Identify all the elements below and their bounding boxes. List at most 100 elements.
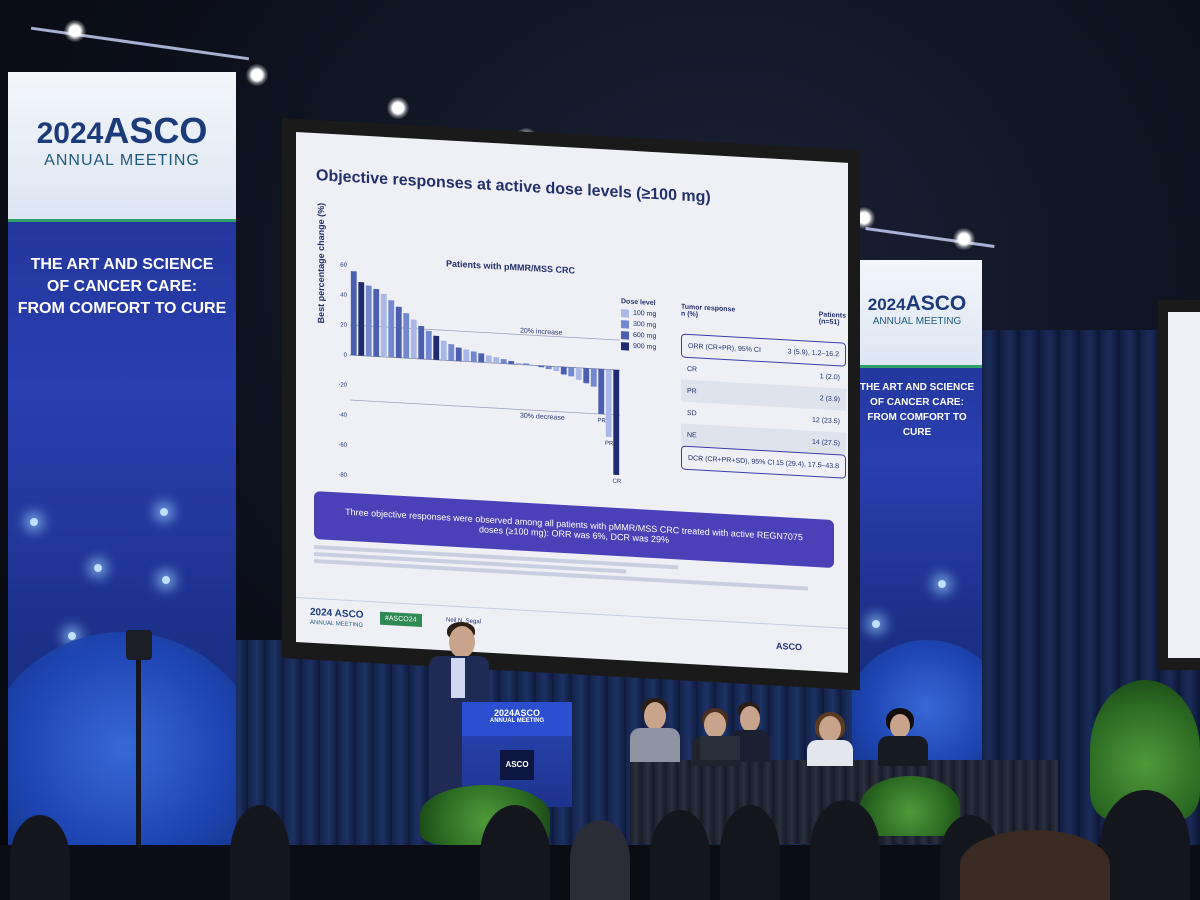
waterfall-bar: [478, 353, 485, 363]
audience-member: [810, 800, 880, 900]
y-tick-label: -40: [338, 412, 347, 419]
legend-label: 900 mg: [633, 342, 657, 352]
y-tick-label: 40: [340, 292, 347, 298]
waterfall-bar: [448, 344, 455, 361]
network-node: [872, 620, 880, 628]
banner-subtitle: ANNUAL MEETING: [872, 316, 962, 327]
waterfall-bar: [463, 349, 470, 362]
legend-swatch: [621, 330, 629, 340]
reference-label-20: 20% increase: [520, 328, 562, 337]
podium-banner: 2024ASCO ANNUAL MEETING: [462, 702, 572, 736]
presentation-slide: Objective responses at active dose level…: [296, 132, 848, 673]
camera-tripod: [118, 630, 158, 850]
banner-tagline: THE ART AND SCIENCE OF CANCER CARE: FROM…: [852, 380, 982, 440]
left-banner: 2024ASCO ANNUAL MEETING THE ART AND SCIE…: [8, 72, 236, 862]
waterfall-bar: [433, 335, 440, 361]
tagline-line-3: FROM COMFORT TO CURE: [17, 300, 227, 317]
waterfall-bar: [515, 362, 522, 365]
waterfall-bar: [530, 365, 537, 367]
waterfall-bar: [440, 340, 447, 361]
audience-member: [570, 820, 630, 900]
row-label: NE: [687, 431, 697, 439]
waterfall-bar: [538, 365, 545, 368]
audience-member: [1100, 790, 1190, 900]
waterfall-bar: [500, 358, 507, 364]
banner-logo: 2024ASCO ANNUAL MEETING: [8, 72, 236, 222]
row-label: ORR (CR+PR), 95% CI: [688, 342, 761, 354]
waterfall-bar: [388, 300, 395, 358]
waterfall-bar: [350, 271, 357, 356]
podium-subtitle: ANNUAL MEETING: [489, 718, 545, 724]
podium-brand: 2024ASCO: [493, 708, 541, 718]
legend-label: 100 mg: [633, 309, 657, 319]
banner-logo: 2024ASCO ANNUAL MEETING: [852, 260, 982, 368]
waterfall-bar: [583, 368, 590, 384]
reference-line-20: [350, 324, 620, 341]
waterfall-bar: [418, 325, 425, 360]
y-tick-label: -60: [338, 442, 347, 449]
network-node: [938, 580, 946, 588]
audience-member: [960, 830, 1110, 900]
waterfall-bar: [575, 367, 582, 380]
row-value: 2 (3.9): [819, 394, 840, 403]
right-banner: 2024ASCO ANNUAL MEETING THE ART AND SCIE…: [852, 260, 982, 760]
legend-swatch: [621, 308, 629, 318]
legend-swatch: [621, 319, 629, 329]
legend-label: 300 mg: [633, 320, 657, 330]
waterfall-bar: [373, 288, 380, 357]
legend-label: 600 mg: [633, 331, 657, 341]
stage-light: [246, 64, 268, 86]
laptop: [700, 736, 740, 760]
network-node: [68, 632, 76, 640]
tagline-line-3: FROM COMFORT TO CURE: [867, 412, 967, 438]
footer-brand: ASCO: [334, 608, 364, 621]
chart-y-axis-label: Best percentage change (%): [316, 202, 326, 324]
slide-title: Objective responses at active dose level…: [316, 167, 711, 207]
waterfall-chart: 60 40 20 0 -20 -40 -60 -80 20% increase 30% dec…: [338, 262, 622, 486]
waterfall-bar: [508, 360, 515, 365]
waterfall-bar: [523, 363, 530, 366]
footer-year: 2024: [310, 606, 333, 620]
bar-label-cr: CR: [613, 479, 622, 486]
waterfall-bar: [380, 293, 387, 358]
waterfall-bar: [358, 281, 365, 356]
banner-tagline: THE ART AND SCIENCE OF CANCER CARE: FROM…: [8, 254, 236, 320]
row-label: CR: [687, 365, 698, 373]
waterfall-bar: [455, 347, 462, 362]
y-tick-label: 20: [340, 322, 347, 328]
side-screen: [1158, 300, 1200, 670]
row-value: 1 (2.0): [819, 372, 840, 381]
stage-light: [387, 97, 409, 119]
reference-label-30: 30% decrease: [520, 413, 565, 423]
reference-line-30: [350, 399, 620, 416]
waterfall-bar: [568, 367, 575, 377]
light-truss-right: [865, 226, 995, 249]
dose-legend: Dose level 100 mg 300 mg 600 mg 900 mg: [621, 298, 656, 353]
audience-member: [10, 815, 70, 900]
audience-member: [230, 805, 290, 900]
waterfall-bar: [605, 369, 612, 438]
bar-label-pr: PR: [598, 418, 607, 424]
row-value: 15 (29.4), 17.5–43.8: [775, 459, 839, 470]
banner-brand: ASCO: [103, 110, 208, 151]
tagline-line-2: OF CANCER CARE:: [46, 278, 198, 295]
tagline-line-1: THE ART AND SCIENCE: [30, 256, 214, 273]
row-value: 14 (27.5): [811, 438, 840, 447]
zero-line: [350, 354, 620, 371]
network-node: [30, 518, 38, 526]
y-tick-label: 60: [340, 262, 347, 268]
banner-year: 2024: [36, 117, 104, 150]
network-node: [94, 564, 102, 572]
stage-light: [64, 20, 86, 42]
waterfall-bar: [403, 313, 410, 359]
banner-subtitle: ANNUAL MEETING: [44, 152, 200, 169]
waterfall-bar: [598, 368, 605, 415]
y-tick-label: -20: [338, 382, 347, 389]
legend-swatch: [621, 341, 629, 351]
waterfall-bar: [553, 366, 560, 372]
hashtag-badge: #ASCO24: [380, 611, 422, 628]
waterfall-bar: [365, 285, 372, 357]
stage-plant: [860, 776, 960, 836]
row-label: SD: [687, 409, 697, 417]
waterfall-bar: [613, 369, 620, 476]
